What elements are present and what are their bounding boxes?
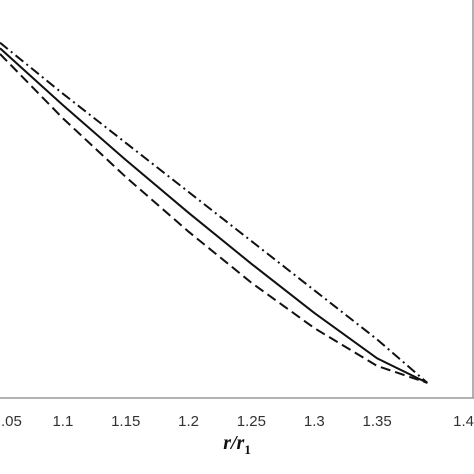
x-tick-label: 1.1 (52, 413, 73, 430)
x-axis-label-subscript: 1 (244, 442, 251, 457)
x-tick-label: 1.35 (362, 413, 391, 430)
x-tick-label: 1.25 (237, 413, 266, 430)
x-tick-label: 1.2 (178, 413, 199, 430)
x-axis-label: r/r1 (223, 432, 251, 457)
x-axis-label-main: r/r (223, 432, 244, 454)
x-tick-label: 1.3 (304, 413, 325, 430)
series-layer (0, 41, 429, 384)
plot-frame-right (472, 0, 474, 398)
x-tick-label: 1.4 (453, 413, 474, 430)
series-line-dashed (0, 53, 428, 384)
x-tick-labels: .05 1.1 1.15 1.2 1.25 1.3 1.35 1.4 (1, 413, 474, 430)
series-line-dash-dot (0, 41, 429, 384)
x-tick-label: 1.15 (111, 413, 140, 430)
series-line-solid (0, 47, 428, 384)
x-tick-label: .05 (1, 413, 22, 430)
